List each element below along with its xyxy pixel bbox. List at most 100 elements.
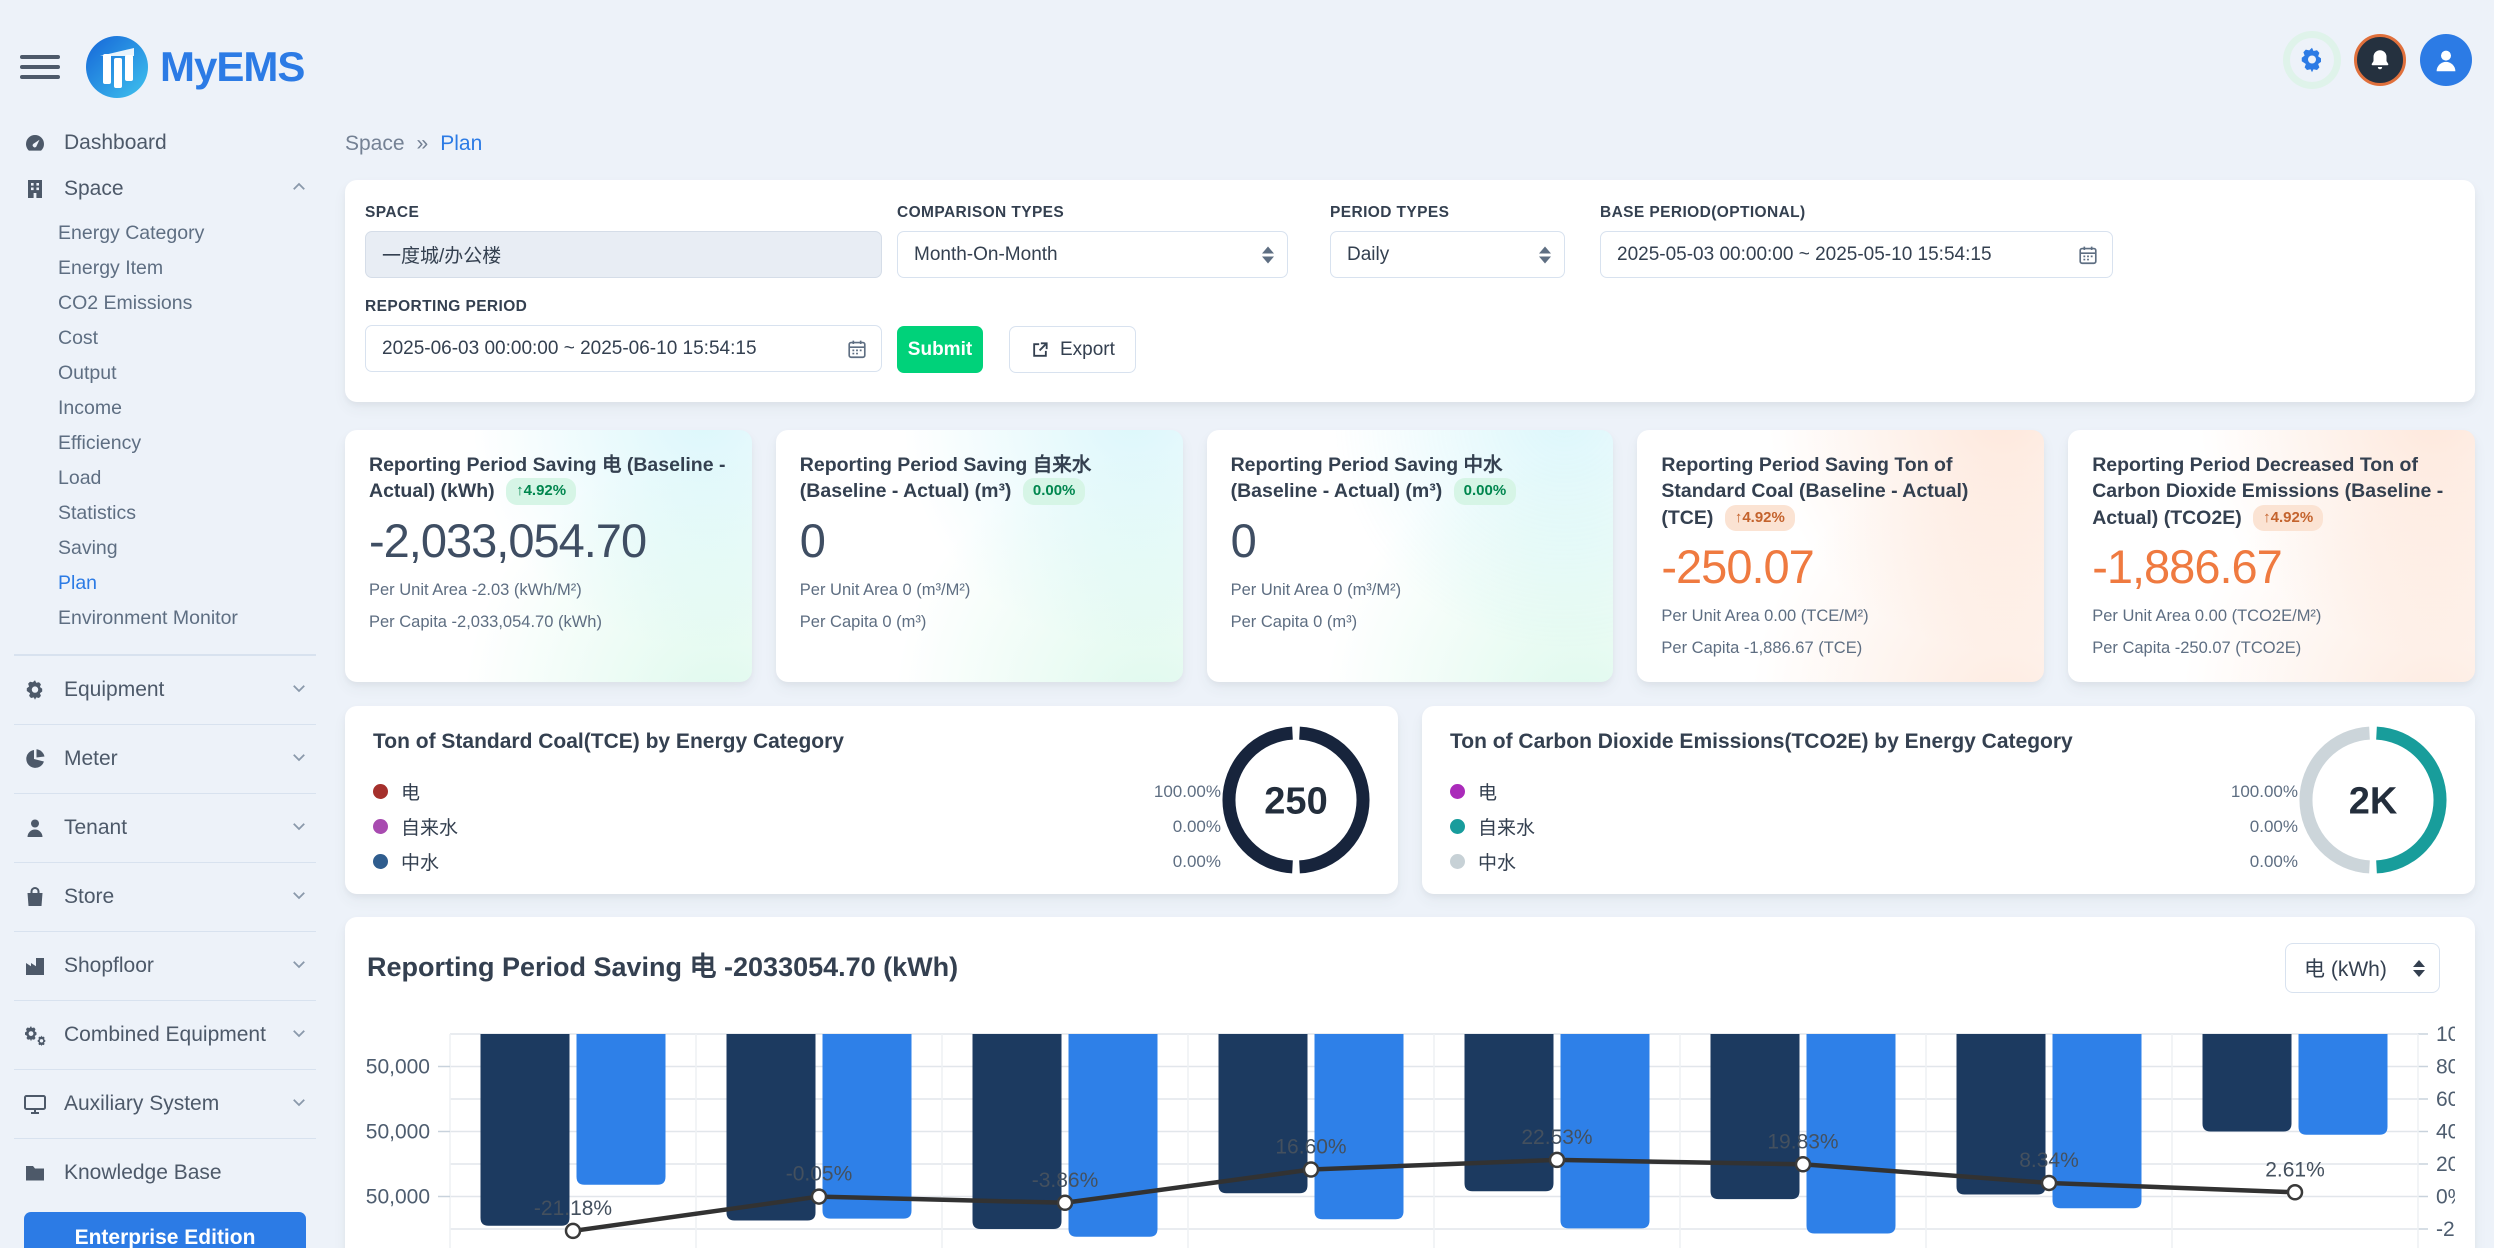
kpi-card: Reporting Period Saving 自来水 (Baseline - … — [776, 430, 1183, 682]
svg-text:8.34%: 8.34% — [2019, 1149, 2079, 1172]
chart-unit-select[interactable]: 电 (kWh) — [2285, 943, 2440, 993]
kpi-title: Reporting Period Saving 自来水 (Baseline - … — [800, 452, 1159, 505]
sidebar-item-environment-monitor[interactable]: Environment Monitor — [14, 601, 316, 636]
breadcrumb-separator: » — [417, 132, 429, 156]
sidebar-item-energy-category[interactable]: Energy Category — [14, 216, 316, 251]
reporting-period-input[interactable]: 2025-06-03 00:00:00 ~ 2025-06-10 15:54:1… — [365, 325, 882, 372]
sidebar-item-energy-item[interactable]: Energy Item — [14, 251, 316, 286]
kpi-title: Reporting Period Saving Ton of Standard … — [1661, 452, 2020, 531]
building-icon — [22, 177, 48, 201]
kpi-card-row: Reporting Period Saving 电 (Baseline - Ac… — [345, 430, 2475, 682]
comparison-types-select[interactable]: Month-On-Month — [897, 231, 1288, 278]
chart-title: Reporting Period Saving 电 -2033054.70 (k… — [367, 945, 958, 984]
export-icon — [1030, 340, 1050, 360]
sidebar-item-combined-equipment[interactable]: Combined Equipment — [14, 1000, 316, 1069]
svg-text:-250,000: -250,000 — [365, 1186, 430, 1209]
bell-icon — [2367, 47, 2393, 73]
donut-chart: 2K — [2291, 718, 2455, 882]
sidebar-item-space[interactable]: Space — [14, 166, 316, 212]
kpi-value: 0 — [1231, 513, 1590, 568]
sidebar-item-label: Tenant — [64, 816, 274, 840]
svg-text:-3.86%: -3.86% — [1032, 1169, 1099, 1192]
kpi-per-capita: Per Capita 0 (m³) — [800, 613, 1159, 632]
sidebar-item-cost[interactable]: Cost — [14, 321, 316, 356]
sidebar-item-store[interactable]: Store — [14, 862, 316, 931]
sidebar-item-saving[interactable]: Saving — [14, 531, 316, 566]
sidebar-item-label: Space — [64, 177, 274, 201]
export-button[interactable]: Export — [1009, 326, 1136, 373]
kpi-per-unit-area: Per Unit Area 0 (m³/M²) — [800, 581, 1159, 600]
sidebar-item-income[interactable]: Income — [14, 391, 316, 426]
user-avatar-button[interactable] — [2420, 34, 2472, 86]
sidebar-item-label: Knowledge Base — [64, 1161, 308, 1185]
brand-logo[interactable]: MyEMS — [86, 36, 304, 98]
enterprise-edition-button[interactable]: Enterprise Edition — [24, 1212, 306, 1248]
breadcrumb-parent[interactable]: Space — [345, 132, 405, 156]
kpi-value: -2,033,054.70 — [369, 513, 728, 568]
kpi-value: 0 — [800, 513, 1159, 568]
bar-line-chart: 100%80%60%40%20%0%-20%-50,000-150,000-25… — [365, 1015, 2455, 1248]
settings-button[interactable] — [2290, 38, 2334, 82]
myems-logo-icon — [86, 36, 148, 98]
change-badge: 0.00% — [1023, 478, 1086, 504]
sidebar-item-label: Equipment — [64, 678, 274, 702]
kpi-per-capita: Per Capita -2,033,054.70 (kWh) — [369, 613, 728, 632]
kpi-per-capita: Per Capita -1,886.67 (TCE) — [1661, 639, 2020, 658]
sidebar-item-meter[interactable]: Meter — [14, 724, 316, 793]
reporting-period-label: REPORTING PERIOD — [365, 298, 882, 316]
sidebar-item-tenant[interactable]: Tenant — [14, 793, 316, 862]
svg-text:40%: 40% — [2436, 1121, 2455, 1144]
svg-text:-20%: -20% — [2436, 1218, 2455, 1241]
kpi-per-capita: Per Capita -250.07 (TCO2E) — [2092, 639, 2451, 658]
sidebar-item-equipment[interactable]: Equipment — [14, 655, 316, 724]
kpi-per-unit-area: Per Unit Area 0.00 (TCO2E/M²) — [2092, 607, 2451, 626]
donut-center-value: 250 — [1264, 780, 1327, 822]
sidebar-item-dashboard[interactable]: Dashboard — [14, 120, 316, 166]
kpi-value: -1,886.67 — [2092, 539, 2451, 594]
change-badge: ↑4.92% — [506, 478, 576, 504]
tce-by-category-panel: Ton of Standard Coal(TCE) by Energy Cate… — [345, 706, 1398, 894]
sidebar-item-output[interactable]: Output — [14, 356, 316, 391]
svg-text:0%: 0% — [2436, 1186, 2455, 1209]
brand-name: MyEMS — [160, 43, 304, 91]
sidebar-item-auxiliary-system[interactable]: Auxiliary System — [14, 1069, 316, 1138]
chevron-down-icon — [290, 679, 308, 702]
sidebar-item-label: Shopfloor — [64, 954, 274, 978]
sidebar-sublist-space: Energy CategoryEnergy ItemCO2 EmissionsC… — [14, 212, 316, 646]
breadcrumb-current: Plan — [440, 132, 482, 156]
donut-values: 100.00%0.00%0.00% — [1450, 774, 2298, 879]
period-types-label: PERIOD TYPES — [1330, 204, 1565, 222]
sidebar-item-shopfloor[interactable]: Shopfloor — [14, 931, 316, 1000]
kpi-per-unit-area: Per Unit Area 0.00 (TCE/M²) — [1661, 607, 2020, 626]
sidebar-item-plan[interactable]: Plan — [14, 566, 316, 601]
donut-chart: 250 — [1214, 718, 1378, 882]
donut-panel-row: Ton of Standard Coal(TCE) by Energy Cate… — [345, 706, 2475, 894]
chevron-down-icon — [290, 1093, 308, 1116]
sidebar-item-co2-emissions[interactable]: CO2 Emissions — [14, 286, 316, 321]
kpi-title: Reporting Period Saving 电 (Baseline - Ac… — [369, 452, 728, 505]
svg-text:20%: 20% — [2436, 1153, 2455, 1176]
kpi-value: -250.07 — [1661, 539, 2020, 594]
person-icon — [2431, 45, 2461, 75]
sidebar-item-efficiency[interactable]: Efficiency — [14, 426, 316, 461]
period-types-select[interactable]: Daily — [1330, 231, 1565, 278]
sidebar-item-knowledge-base[interactable]: Knowledge Base — [14, 1138, 316, 1207]
notifications-button[interactable] — [2354, 34, 2406, 86]
base-period-label: BASE PERIOD(OPTIONAL) — [1600, 204, 2113, 222]
tco2e-by-category-panel: Ton of Carbon Dioxide Emissions(TCO2E) b… — [1422, 706, 2475, 894]
chevron-down-icon — [290, 886, 308, 909]
calendar-icon — [2077, 244, 2099, 266]
chevron-down-icon — [290, 817, 308, 840]
hamburger-menu-button[interactable] — [20, 52, 60, 82]
sidebar-item-statistics[interactable]: Statistics — [14, 496, 316, 531]
submit-button[interactable]: Submit — [897, 326, 983, 373]
sidebar-item-load[interactable]: Load — [14, 461, 316, 496]
svg-text:-21.18%: -21.18% — [534, 1197, 612, 1220]
factory-icon — [22, 954, 48, 978]
svg-text:-50,000: -50,000 — [365, 1056, 430, 1079]
space-input[interactable]: 一度城/办公楼 — [365, 231, 882, 278]
base-period-input[interactable]: 2025-05-03 00:00:00 ~ 2025-05-10 15:54:1… — [1600, 231, 2113, 278]
gear-icon — [2297, 45, 2327, 75]
filter-panel: SPACE 一度城/办公楼 COMPARISON TYPES Month-On-… — [345, 180, 2475, 402]
select-arrows-icon — [2413, 960, 2425, 977]
